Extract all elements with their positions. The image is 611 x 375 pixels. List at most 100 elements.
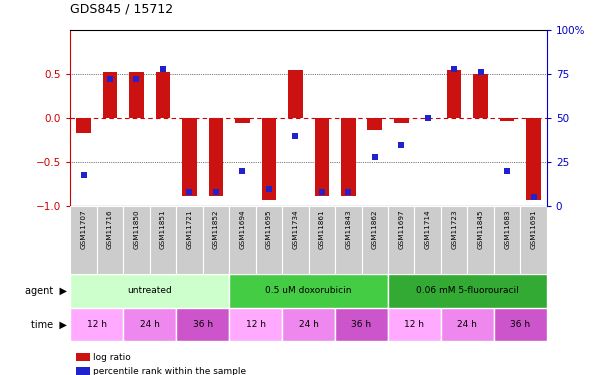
Point — [131, 76, 141, 82]
Bar — [156, 72, 170, 118]
Text: GSM11691: GSM11691 — [530, 210, 536, 249]
Text: GSM11851: GSM11851 — [160, 210, 166, 249]
Text: GSM11716: GSM11716 — [107, 210, 113, 249]
Bar — [288, 70, 302, 118]
Text: 12 h: 12 h — [87, 320, 107, 329]
Bar — [70, 308, 123, 341]
Bar — [129, 72, 144, 118]
Point — [317, 189, 327, 195]
Bar — [474, 74, 488, 118]
Text: GSM11734: GSM11734 — [292, 210, 298, 249]
Bar — [447, 70, 461, 118]
Bar — [335, 206, 362, 274]
Point — [158, 66, 168, 72]
Text: 24 h: 24 h — [140, 320, 159, 329]
Text: GSM11843: GSM11843 — [345, 210, 351, 249]
Bar — [123, 206, 150, 274]
Bar — [315, 118, 329, 196]
Bar — [70, 206, 97, 274]
Text: GSM11845: GSM11845 — [478, 210, 484, 249]
Text: 36 h: 36 h — [351, 320, 371, 329]
Text: 36 h: 36 h — [510, 320, 530, 329]
Bar — [414, 206, 441, 274]
Text: log ratio: log ratio — [93, 352, 131, 362]
Bar — [494, 308, 547, 341]
Point — [476, 69, 486, 75]
Bar — [388, 206, 414, 274]
Text: 36 h: 36 h — [192, 320, 213, 329]
Bar — [521, 206, 547, 274]
Text: GSM11721: GSM11721 — [186, 210, 192, 249]
Text: GSM11683: GSM11683 — [504, 210, 510, 249]
Bar — [394, 118, 409, 123]
Bar — [282, 206, 309, 274]
Bar — [150, 206, 176, 274]
Bar — [282, 308, 335, 341]
Bar — [388, 274, 547, 308]
Bar — [494, 206, 521, 274]
Text: GSM11861: GSM11861 — [319, 210, 325, 249]
Bar — [182, 118, 197, 196]
Text: percentile rank within the sample: percentile rank within the sample — [93, 367, 246, 375]
Point — [185, 189, 194, 195]
Bar — [335, 308, 388, 341]
Text: GSM11695: GSM11695 — [266, 210, 272, 249]
Text: 0.5 uM doxorubicin: 0.5 uM doxorubicin — [265, 286, 352, 295]
Text: 12 h: 12 h — [246, 320, 266, 329]
Text: GSM11694: GSM11694 — [240, 210, 246, 249]
Text: agent  ▶: agent ▶ — [25, 286, 67, 296]
Text: GDS845 / 15712: GDS845 / 15712 — [70, 2, 174, 15]
Bar — [255, 206, 282, 274]
Bar — [262, 118, 276, 200]
Point — [449, 66, 459, 72]
Bar — [367, 118, 382, 130]
Text: 24 h: 24 h — [299, 320, 318, 329]
Point — [105, 76, 115, 82]
Bar — [500, 118, 514, 121]
Bar — [176, 308, 229, 341]
Bar — [229, 308, 282, 341]
Bar — [362, 206, 388, 274]
Bar — [235, 118, 250, 123]
Bar — [229, 206, 255, 274]
Bar — [103, 72, 117, 118]
Text: GSM11723: GSM11723 — [451, 210, 457, 249]
Point — [343, 189, 353, 195]
Point — [211, 189, 221, 195]
Bar — [123, 308, 176, 341]
Point — [290, 133, 300, 139]
Text: GSM11714: GSM11714 — [425, 210, 431, 249]
Bar — [208, 118, 223, 196]
Text: GSM11707: GSM11707 — [81, 210, 87, 249]
Bar — [229, 274, 388, 308]
Bar — [467, 206, 494, 274]
Bar — [526, 118, 541, 200]
Text: GSM11852: GSM11852 — [213, 210, 219, 249]
Text: time  ▶: time ▶ — [31, 320, 67, 329]
Bar — [309, 206, 335, 274]
Bar — [441, 308, 494, 341]
Text: 12 h: 12 h — [404, 320, 425, 329]
Point — [238, 168, 247, 174]
Text: 24 h: 24 h — [458, 320, 477, 329]
Bar — [70, 274, 229, 308]
Bar — [441, 206, 467, 274]
Point — [370, 154, 379, 160]
Point — [423, 115, 433, 121]
Point — [264, 186, 274, 192]
Bar — [97, 206, 123, 274]
Text: GSM11850: GSM11850 — [133, 210, 139, 249]
Point — [529, 194, 538, 200]
Bar — [388, 308, 441, 341]
Bar — [341, 118, 356, 196]
Bar — [176, 206, 203, 274]
Bar — [203, 206, 229, 274]
Text: untreated: untreated — [127, 286, 172, 295]
Point — [79, 171, 89, 177]
Text: GSM11697: GSM11697 — [398, 210, 404, 249]
Bar — [76, 118, 91, 133]
Point — [502, 168, 512, 174]
Text: GSM11862: GSM11862 — [371, 210, 378, 249]
Point — [397, 142, 406, 148]
Text: 0.06 mM 5-fluorouracil: 0.06 mM 5-fluorouracil — [416, 286, 519, 295]
